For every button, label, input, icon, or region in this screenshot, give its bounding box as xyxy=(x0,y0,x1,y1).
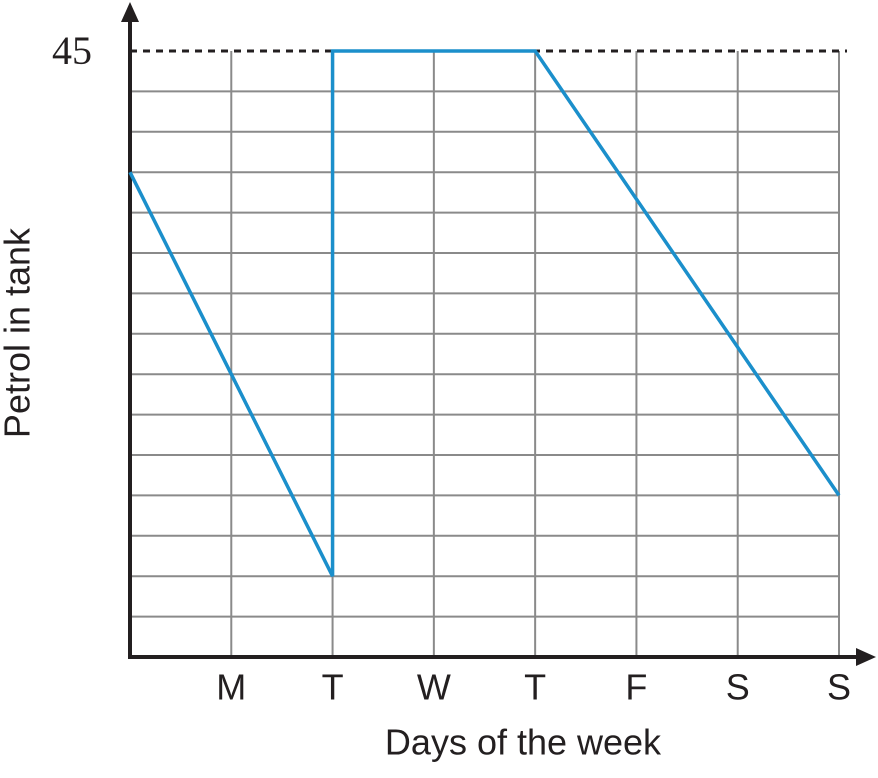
x-tick-label: S xyxy=(827,667,851,708)
data-line xyxy=(128,49,841,577)
x-tick-label: F xyxy=(625,667,647,708)
x-tick-label: W xyxy=(417,667,451,708)
x-tick-label: M xyxy=(216,667,246,708)
x-axis-arrow xyxy=(856,648,876,666)
y-axis-arrow xyxy=(121,2,139,22)
y-axis-label: Petrol in tank xyxy=(0,227,38,438)
x-tick-label: T xyxy=(524,667,546,708)
x-axis-label: Days of the week xyxy=(385,722,662,763)
x-tick-label: S xyxy=(726,667,750,708)
y-tick-label: 45 xyxy=(52,28,92,73)
x-tick-label: T xyxy=(322,667,344,708)
